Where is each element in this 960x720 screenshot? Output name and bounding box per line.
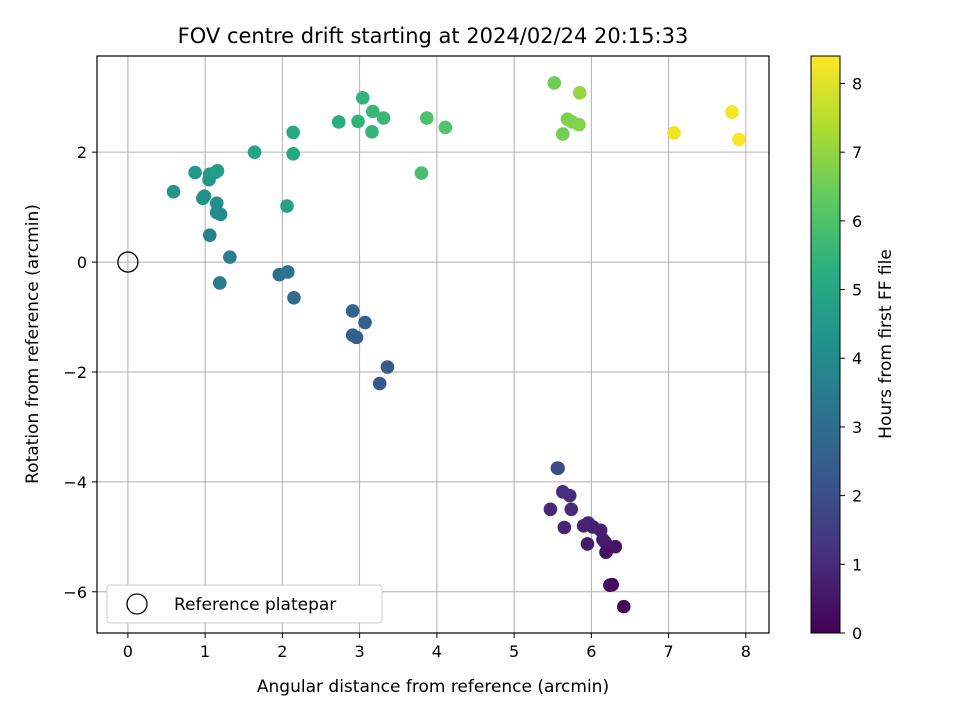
data-point xyxy=(365,104,380,119)
data-point xyxy=(287,290,301,305)
x-tick-label: 8 xyxy=(741,642,751,661)
data-point xyxy=(247,145,262,159)
colorbar-gradient xyxy=(810,55,841,634)
colorbar-tick-label: 8 xyxy=(852,74,862,93)
data-point xyxy=(603,578,617,592)
y-tick-label: −6 xyxy=(63,583,87,602)
data-point xyxy=(576,519,591,533)
data-point xyxy=(209,205,224,220)
data-point xyxy=(372,376,387,391)
legend-box xyxy=(106,584,383,624)
data-point xyxy=(209,196,224,211)
data-point xyxy=(345,328,360,342)
data-point xyxy=(551,461,565,475)
y-tick-label: 0 xyxy=(77,253,87,272)
data-point xyxy=(210,164,225,178)
data-point xyxy=(286,125,300,140)
x-tick-label: 6 xyxy=(586,642,596,661)
colorbar-tick-label: 6 xyxy=(852,212,862,231)
colorbar-label: Hours from first FF file xyxy=(876,249,896,439)
colorbar-tick-label: 4 xyxy=(852,349,862,368)
data-point xyxy=(725,105,739,119)
data-point xyxy=(580,537,595,551)
x-axis: 0 1 2 3 4 5 6 7 8 xyxy=(123,633,751,661)
colorbar-tick-label: 0 xyxy=(852,624,862,643)
data-point xyxy=(365,125,379,139)
plot-frame xyxy=(96,55,770,634)
colorbar-tick-label: 1 xyxy=(852,555,862,574)
x-tick-label: 2 xyxy=(277,642,287,661)
data-point xyxy=(414,166,429,180)
x-tick-label: 0 xyxy=(123,642,133,661)
data-point xyxy=(732,132,746,147)
y-axis-label: Rotation from reference (arcmin) xyxy=(23,204,43,484)
data-point xyxy=(420,111,434,125)
data-point xyxy=(547,76,562,90)
colorbar-ticks: 0 1 2 3 4 5 6 7 8 xyxy=(840,74,862,643)
legend: Reference platepar xyxy=(106,584,383,624)
data-point xyxy=(667,126,681,140)
data-point xyxy=(223,250,237,264)
data-point xyxy=(557,520,572,535)
data-point xyxy=(616,599,631,614)
data-point xyxy=(197,189,212,203)
x-tick-label: 7 xyxy=(663,642,673,661)
chart-title: FOV centre drift starting at 2024/02/24 … xyxy=(178,24,689,48)
data-point xyxy=(572,86,587,100)
data-point xyxy=(438,120,453,135)
plot-points xyxy=(117,76,746,614)
y-tick-label: 2 xyxy=(77,143,87,162)
x-tick-label: 1 xyxy=(200,642,210,661)
y-tick-label: −4 xyxy=(63,473,87,492)
x-tick-label: 3 xyxy=(355,642,365,661)
colorbar-tick-label: 2 xyxy=(852,487,862,506)
x-axis-label: Angular distance from reference (arcmin) xyxy=(257,677,609,697)
data-point xyxy=(166,184,181,199)
colorbar-tick-label: 7 xyxy=(852,143,862,162)
colorbar: 0 1 2 3 4 5 6 7 8 Hours from first FF file xyxy=(810,55,896,643)
x-tick-label: 5 xyxy=(509,642,519,661)
data-point xyxy=(213,276,227,290)
data-point xyxy=(286,147,300,161)
data-point xyxy=(358,315,372,330)
data-point xyxy=(280,265,295,279)
y-tick-label: −2 xyxy=(63,363,87,382)
data-point xyxy=(543,502,558,517)
colorbar-tick-label: 3 xyxy=(852,418,862,437)
x-tick-label: 4 xyxy=(432,642,442,661)
data-point xyxy=(380,360,395,374)
legend-marker xyxy=(126,593,148,615)
data-point xyxy=(572,117,586,132)
reference-marker xyxy=(117,251,139,273)
data-point xyxy=(564,502,579,517)
colorbar-tick-label: 5 xyxy=(852,281,862,300)
data-point xyxy=(555,127,570,141)
data-point xyxy=(351,114,365,129)
data-point xyxy=(376,111,391,125)
data-point xyxy=(188,165,202,180)
data-point xyxy=(355,90,370,105)
legend-entry: Reference platepar xyxy=(174,595,336,615)
data-point xyxy=(280,199,294,213)
grid-lines xyxy=(97,56,769,633)
y-axis: −6 −4 −2 0 2 xyxy=(63,143,97,602)
data-point xyxy=(331,115,346,129)
data-point xyxy=(202,228,217,242)
data-point xyxy=(345,304,360,318)
data-point xyxy=(555,484,570,499)
